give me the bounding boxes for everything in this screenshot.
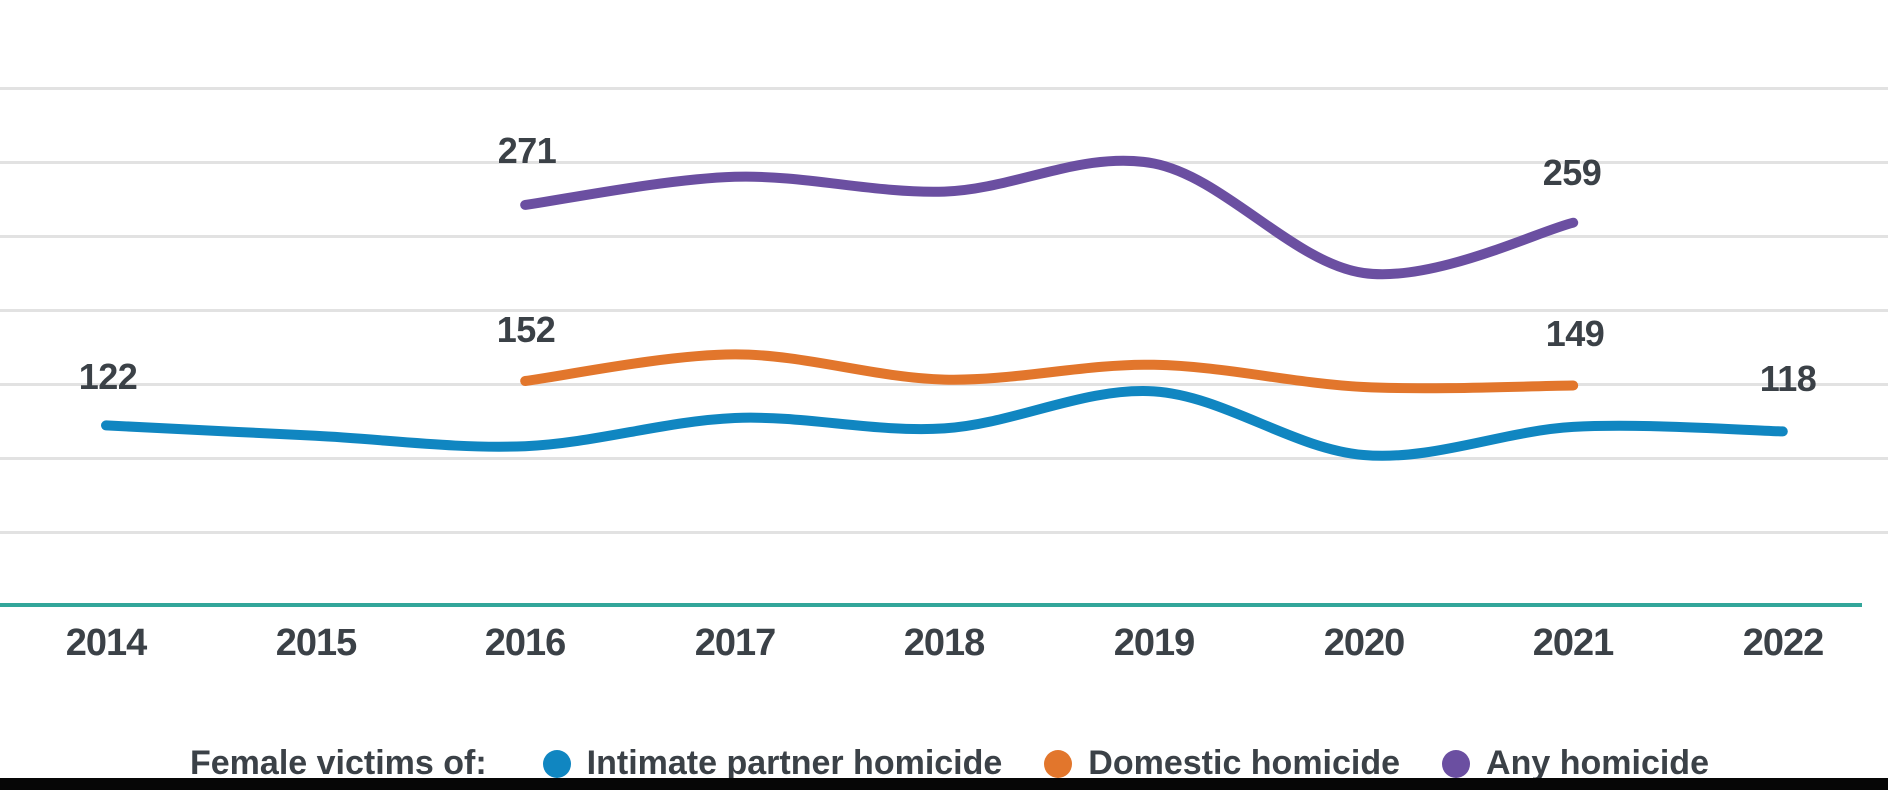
legend-dot-blue-icon <box>542 749 571 778</box>
series-line-intimate-partner-homicide <box>101 386 1788 461</box>
gridline-300 <box>0 161 1888 164</box>
legend-dot-purple-icon <box>1442 749 1471 778</box>
x-axis-label-2017: 2017 <box>694 622 777 664</box>
gridline-200 <box>0 309 1888 312</box>
x-axis-label-2019: 2019 <box>1113 622 1196 664</box>
legend-item-intimate-partner-homicide: Intimate partner homicide <box>542 744 1003 783</box>
x-axis-label-2020: 2020 <box>1323 622 1406 664</box>
legend-item-any-homicide: Any homicide <box>1442 744 1709 783</box>
value-label-domestic-2016: 152 <box>496 309 556 350</box>
x-axis-label-2016: 2016 <box>484 622 567 664</box>
gridline-100 <box>0 457 1888 460</box>
value-label-iph-2014: 122 <box>78 356 138 397</box>
gridline-250 <box>0 235 1888 238</box>
legend-label: Any homicide <box>1486 744 1709 782</box>
value-label-domestic-2021: 149 <box>1545 313 1605 354</box>
x-axis-line <box>0 603 1862 607</box>
value-label-iph-2022: 118 <box>1759 358 1817 399</box>
x-axis-label-2022: 2022 <box>1742 622 1825 664</box>
series-line-any-homicide <box>520 155 1579 280</box>
legend-label: Domestic homicide <box>1088 744 1401 782</box>
legend-title: Female victims of: <box>190 744 487 782</box>
value-label-any-2016: 271 <box>497 130 557 171</box>
legend: Female victims of: Intimate partner homi… <box>190 744 1709 783</box>
x-axis-label-2018: 2018 <box>903 622 986 664</box>
bottom-crop-bar <box>0 778 1888 790</box>
x-axis-label-2015: 2015 <box>275 622 358 664</box>
legend-item-domestic-homicide: Domestic homicide <box>1044 744 1400 783</box>
gridline-350 <box>0 87 1888 90</box>
legend-dot-orange-icon <box>1044 749 1073 778</box>
gridline-50 <box>0 531 1888 534</box>
x-axis-label-2021: 2021 <box>1532 622 1615 664</box>
value-label-any-2021: 259 <box>1542 152 1602 193</box>
x-axis-label-2014: 2014 <box>65 622 148 664</box>
legend-label: Intimate partner homicide <box>586 744 1003 782</box>
gridline-150 <box>0 383 1888 386</box>
